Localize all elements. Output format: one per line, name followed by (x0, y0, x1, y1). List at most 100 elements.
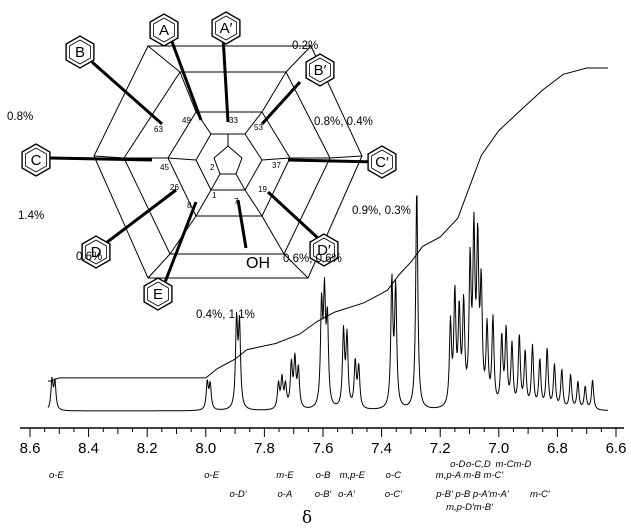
cage-edge (261, 215, 285, 255)
ring-inner-outline (153, 17, 175, 43)
phenyl-ring-a2: A′ (211, 11, 241, 45)
atom-number: 37 (272, 161, 281, 170)
x-tick-label: 7.0 (488, 440, 509, 457)
x-axis-label: δ (302, 508, 312, 528)
cage-edge (179, 71, 197, 113)
phenyl-ring-d2: D′ (309, 233, 339, 267)
x-tick-label: 8.4 (78, 440, 99, 457)
cage-edge (261, 157, 291, 161)
phenyl-ring-a: A (149, 13, 179, 47)
atom-number: 19 (258, 185, 267, 194)
atom-number: 7 (234, 197, 239, 206)
cage-edge (285, 45, 312, 73)
noe-label: 0.8%, 0.4% (314, 116, 373, 128)
noe-label: 0.4%, 1.1% (196, 309, 255, 321)
peak-assignment-label: o-B (316, 470, 331, 481)
x-tick-label: 7.8 (254, 440, 275, 457)
ring-label: E (153, 286, 163, 303)
bond-E (160, 201, 198, 291)
ring-label: A′ (220, 20, 233, 37)
peak-assignment-label: o-E (204, 470, 219, 481)
phenyl-ring-c: C (21, 143, 51, 177)
x-tick-label: 8.2 (137, 440, 158, 457)
oh-label: OH (246, 255, 270, 272)
peak-assignment-label: o-C (386, 470, 401, 481)
cage-edge (244, 111, 263, 135)
spectrum-trace (47, 195, 608, 412)
atom-number: 8 (187, 201, 192, 210)
ring-inner-outline (69, 39, 91, 65)
phenyl-ring-b2: B′ (305, 53, 335, 87)
peak-assignment-label: o-D (450, 459, 465, 470)
phenyl-ring-e: E (143, 277, 173, 311)
noe-label: 0.6% (76, 251, 102, 263)
atom-number: 26 (170, 183, 179, 192)
phenyl-ring-b: B (65, 35, 95, 69)
x-tick-label: 7.4 (371, 440, 392, 457)
cage-center-pentagon (213, 145, 243, 175)
atom-number: 45 (160, 163, 169, 172)
ring-label: C′ (375, 154, 389, 171)
peak-assignment-label: o-C,D (466, 459, 491, 470)
phenyl-bonds (49, 35, 379, 291)
ring-label: C (31, 152, 42, 169)
cage-edge (147, 45, 181, 73)
bond-D-prime (266, 190, 322, 242)
atom-number: 63 (154, 125, 163, 134)
ring-label: D′ (317, 242, 331, 259)
cage-edge (167, 157, 197, 161)
cage-edge (147, 253, 171, 279)
peak-assignment-label: o-D′ (229, 489, 247, 500)
x-tick-label: 7.6 (313, 440, 334, 457)
peak-assignment-label: p-B′ p-B p-A′m-A′ (435, 489, 510, 500)
peak-assignment-label: m,p-D′m-B′ (446, 502, 494, 513)
bond-OH (236, 199, 248, 249)
peak-assignment-label: m-E (276, 470, 294, 481)
x-axis-tick-labels: 8.6 8.4 8.2 8.0 7.8 7.6 7.4 7.2 7.0 6.8 6.6 (20, 440, 627, 457)
atom-number: 1 (212, 191, 217, 200)
cage-edge (93, 155, 125, 159)
peak-assignment-label: o-A (278, 489, 293, 500)
bond-D (105, 188, 177, 245)
cage-core-ring (195, 133, 263, 191)
cage-edge (283, 253, 309, 279)
peak-assignment-label: m,p-E (340, 470, 366, 481)
ring-inner-outline (309, 57, 331, 83)
peak-assignment-label: o-E (49, 470, 64, 481)
fullerene-structure-diagram (49, 35, 379, 291)
bond-A (169, 38, 203, 121)
cage-edge (210, 173, 221, 191)
atom-number: 49 (182, 116, 191, 125)
x-tick-label: 8.6 (20, 440, 41, 457)
peak-assignment-label: m,p-A m-B m-C′ (436, 470, 505, 481)
atom-numbers: 1 2 7 8 19 26 33 37 45 49 53 63 (154, 116, 281, 210)
x-tick-label: 6.6 (606, 440, 627, 457)
ring-inner-outline (85, 239, 107, 265)
cage-edge (261, 71, 287, 113)
atom-number: 2 (210, 163, 215, 172)
phenyl-ring-d: D (81, 235, 111, 269)
bond-B (91, 60, 163, 126)
cage-edge (235, 173, 246, 191)
x-tick-label: 7.2 (430, 440, 451, 457)
peak-assignment-label: o-C′ (385, 489, 403, 500)
noe-percentages: 0.2% 0.8% 0.8%, 0.4% 1.4% 0.9%, 0.3% 0.6… (7, 40, 411, 321)
noe-label: 1.4% (18, 210, 44, 222)
ring-label: A (159, 22, 169, 39)
ring-inner-outline (313, 237, 335, 263)
atom-number: 33 (229, 116, 238, 125)
atom-number: 53 (254, 123, 263, 132)
peak-assignment-label: o-B′ (315, 489, 333, 500)
noe-label: 0.8% (7, 111, 33, 123)
bond-C-prime (287, 158, 379, 164)
peak-assignment-label: o-A′ (338, 489, 356, 500)
phenyl-ring-c2: C′ (367, 145, 397, 179)
bond-A-prime (221, 35, 230, 123)
peak-assignments: o-E o-E o-D′ m-E o-A o-B o-B′ m,p-E o-A′ o-C o-C′ o… (49, 459, 551, 513)
bond-B-prime (260, 80, 302, 126)
ring-label: B′ (314, 62, 327, 79)
integral-trace (48, 67, 608, 382)
noe-label: 0.9%, 0.3% (352, 205, 411, 217)
x-tick-label: 6.8 (547, 440, 568, 457)
noe-label: 0.2% (292, 40, 318, 52)
